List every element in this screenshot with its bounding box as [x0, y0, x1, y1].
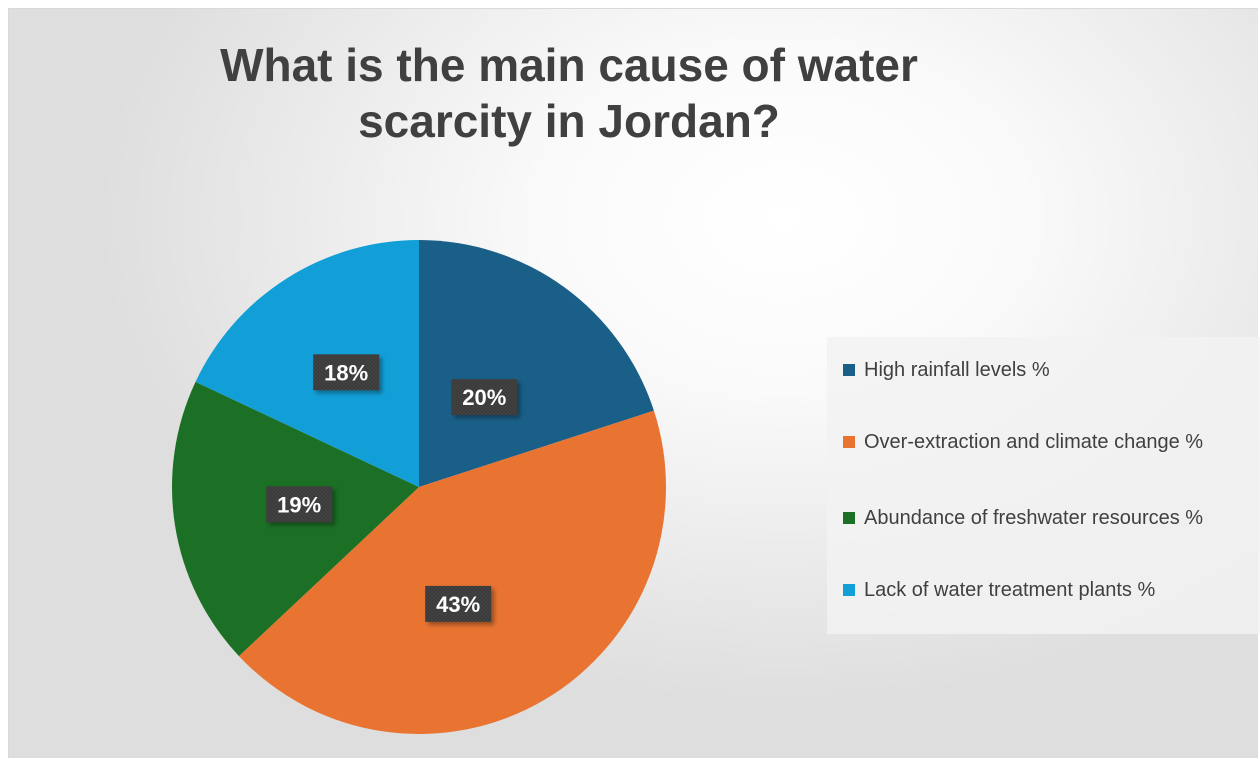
legend-label: Lack of water treatment plants %	[864, 579, 1156, 601]
chart-legend: High rainfall levels % Over-extraction an…	[827, 337, 1260, 634]
legend-item-lack-of-water-treatment-plants: Lack of water treatment plants %	[843, 577, 1253, 603]
pie-data-labels: 20% 43% 19% 18%	[266, 354, 518, 622]
data-label-over-extraction-and-climate-change: 43%	[425, 585, 492, 622]
legend-label: Over-extraction and climate change %	[864, 431, 1204, 453]
legend-item-high-rainfall-levels: High rainfall levels %	[843, 357, 1253, 383]
data-label-text: 18%	[324, 360, 368, 385]
data-label-box	[425, 585, 492, 622]
data-label-high-rainfall-levels: 20%	[451, 379, 518, 416]
data-label-text: 20%	[462, 385, 506, 410]
data-label-text: 43%	[436, 592, 480, 617]
pie-slice-over-extraction-and-climate-change	[238, 410, 667, 735]
data-label-box	[313, 354, 380, 391]
chart-area: What is the main cause of water scarcity…	[8, 8, 1260, 758]
legend-swatch	[843, 364, 855, 376]
data-label-abundance-of-freshwater-resources: 19%	[266, 486, 333, 523]
data-label-box	[266, 486, 333, 523]
data-label-text: 19%	[277, 492, 321, 517]
legend-swatch	[843, 584, 855, 596]
legend-swatch	[843, 512, 855, 524]
legend-label: High rainfall levels %	[864, 359, 1050, 381]
pie-slices	[172, 240, 667, 735]
data-label-box	[451, 379, 518, 416]
legend-swatch	[843, 436, 855, 448]
legend-label: Abundance of freshwater resources %	[864, 507, 1204, 529]
pie-slice-lack-of-water-treatment-plants	[195, 240, 419, 487]
chart-title: What is the main cause of water scarcity…	[220, 39, 918, 147]
pie-chart: 20% 43% 19% 18%	[172, 240, 667, 735]
legend-item-abundance-of-freshwater-resources: Abundance of freshwater resources %	[843, 505, 1253, 531]
legend-item-over-extraction-and-climate-change: Over-extraction and climate change %	[843, 429, 1253, 455]
data-label-lack-of-water-treatment-plants: 18%	[313, 354, 380, 391]
pie-slice-high-rainfall-levels	[419, 240, 654, 487]
